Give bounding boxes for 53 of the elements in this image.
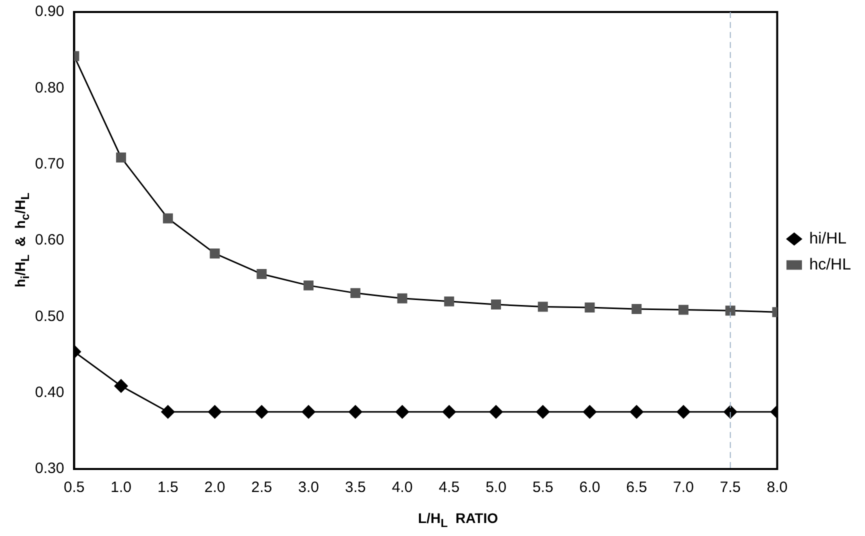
y-tick-label: 0.40: [34, 384, 64, 401]
legend-label: hi/HL: [809, 230, 847, 248]
legend-label: hc/HL: [809, 256, 852, 274]
x-tick-label: 5.0: [486, 479, 506, 496]
point: [114, 379, 128, 393]
point: [162, 213, 173, 224]
point: [208, 405, 222, 419]
point: [161, 405, 175, 419]
point: [538, 302, 548, 312]
point: [676, 405, 690, 419]
x-tick-label: 6.5: [626, 479, 648, 496]
point: [348, 405, 362, 419]
y-tick-label: 0.80: [34, 79, 64, 96]
x-tick-label: 6.0: [579, 479, 600, 496]
point: [632, 304, 642, 314]
point: [350, 288, 360, 298]
point: [630, 405, 644, 419]
y-tick-label: 0.70: [34, 155, 64, 172]
x-tick-label: 1.0: [110, 479, 132, 496]
x-tick-label: 8.0: [766, 479, 788, 496]
x-tick-label: 4.0: [392, 479, 413, 496]
point: [725, 306, 736, 316]
x-tick-label: 2.5: [251, 479, 272, 496]
x-tick-label: 7.0: [673, 479, 694, 496]
x-tick-label: 7.5: [720, 479, 741, 496]
point: [302, 405, 316, 419]
point: [254, 405, 268, 419]
point: [116, 152, 126, 162]
y-tick-label: 0.30: [34, 460, 64, 478]
x-tick-label: 0.5: [64, 479, 85, 496]
point: [442, 405, 456, 419]
x-axis-title: L/H$_{L}$ RATIO: [418, 510, 498, 530]
y-tick-label: 0.50: [34, 308, 64, 325]
x-tick-label: 3.5: [344, 479, 366, 496]
point: [304, 280, 314, 290]
point: [584, 302, 595, 313]
y-tick-label: 0.90: [34, 3, 64, 20]
x-tick-label: 2.0: [204, 479, 226, 496]
x-tick-label: 5.5: [532, 479, 554, 496]
point: [210, 248, 220, 258]
point: [489, 405, 503, 419]
point: [582, 405, 596, 419]
point: [678, 304, 688, 315]
point: [536, 405, 550, 419]
x-tick-label: 3.0: [298, 479, 319, 496]
point: [444, 296, 454, 306]
y-tick-label: 0.60: [34, 232, 64, 249]
point: [397, 293, 408, 304]
x-tick-label: 1.5: [158, 479, 178, 496]
x-tick-label: 4.5: [438, 479, 460, 496]
point: [256, 269, 267, 280]
point: [396, 405, 410, 419]
point: [491, 299, 501, 310]
